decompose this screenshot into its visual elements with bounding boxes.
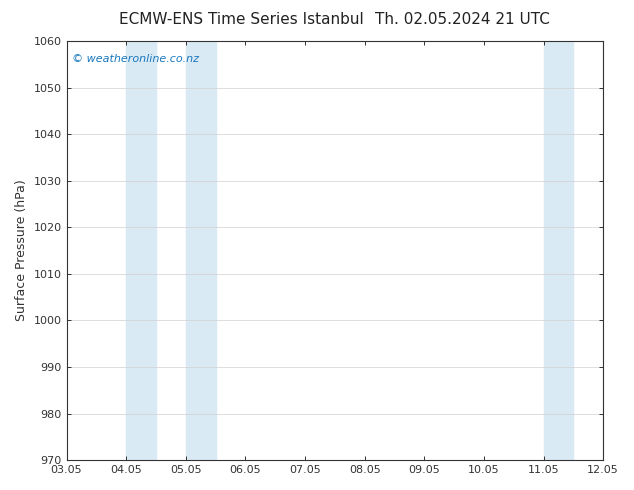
Text: © weatheronline.co.nz: © weatheronline.co.nz [72,53,199,64]
Bar [126,41,156,460]
Text: ECMW-ENS Time Series Istanbul: ECMW-ENS Time Series Istanbul [119,12,363,27]
Bar [543,41,573,460]
Text: Th. 02.05.2024 21 UTC: Th. 02.05.2024 21 UTC [375,12,550,27]
Bar [186,41,216,460]
Y-axis label: Surface Pressure (hPa): Surface Pressure (hPa) [15,180,28,321]
Bar [603,41,633,460]
